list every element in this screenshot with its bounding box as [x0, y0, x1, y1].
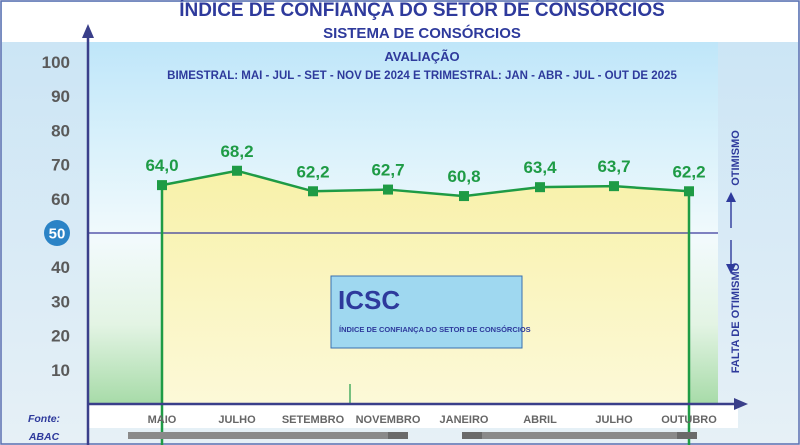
data-point-7	[609, 181, 619, 192]
data-point-6	[535, 182, 545, 193]
year-bar-2024	[128, 432, 405, 439]
legend-full-name: ÍNDICE DE CONFIANÇA DO SETOR DE CONSÓRCI…	[339, 325, 531, 334]
data-point-1	[157, 180, 167, 191]
y-tick-label-30: 30	[51, 292, 70, 311]
x-tick-label-4: NOVEMBRO	[356, 414, 421, 426]
year-bar-2025-start	[462, 432, 482, 439]
y-tick-label-20: 20	[51, 327, 70, 346]
data-point-4	[383, 184, 393, 195]
year-bar-2025	[462, 432, 697, 439]
data-label-5: 60,8	[447, 167, 480, 186]
y-tick-label-10: 10	[51, 361, 70, 380]
data-labels: 64,0 68,2 62,2 62,7 60,8 63,4 63,7 62,2	[145, 142, 705, 186]
y-tick-label-100: 100	[42, 53, 70, 72]
x-tick-label-6: ABRIL	[523, 414, 557, 426]
y-tick-label-40: 40	[51, 258, 70, 277]
x-tick-label-3: SETEMBRO	[282, 414, 345, 426]
data-label-6: 63,4	[523, 158, 557, 177]
y-tick-highlight-circle	[44, 220, 70, 246]
x-tick-label-2: JULHO	[218, 414, 256, 426]
x-tick-label-1: MAIO	[148, 414, 177, 426]
data-label-8: 62,2	[672, 162, 705, 181]
y-tick-label-90: 90	[51, 87, 70, 106]
x-tick-label-5: JANEIRO	[440, 414, 489, 426]
evaluation-label: AVALIAÇÃO	[384, 49, 459, 64]
source-label: Fonte:	[28, 413, 60, 425]
y-tick-label-50: 50	[49, 226, 66, 243]
source-name: ABAC	[28, 431, 60, 443]
chart-subtitle: SISTEMA DE CONSÓRCIOS	[323, 24, 521, 42]
lack-of-optimism-label: FALTA DE OTIMISMO	[730, 262, 742, 373]
year-bar-2025-end	[677, 432, 697, 439]
data-point-2	[232, 165, 242, 176]
x-tick-label-7: JULHO	[595, 414, 633, 426]
x-axis-arrow-icon	[734, 398, 748, 410]
data-point-5	[459, 191, 469, 202]
optimism-arrow-up-icon	[726, 192, 736, 202]
x-tick-label-8: OUTUBRO	[661, 414, 717, 426]
data-label-7: 63,7	[597, 157, 630, 176]
optimism-label: OTIMISMO	[730, 130, 742, 186]
data-point-8	[684, 186, 694, 197]
title-band	[2, 2, 798, 42]
legend-box	[330, 275, 523, 349]
x-axis-labels: MAIO JULHO SETEMBRO NOVEMBRO JANEIRO ABRIL JUL…	[148, 414, 718, 426]
year-bars	[128, 432, 697, 439]
y-tick-label-80: 80	[51, 121, 70, 140]
data-label-4: 62,7	[371, 161, 404, 180]
data-label-3: 62,2	[296, 162, 329, 181]
data-point-3	[308, 186, 318, 197]
y-tick-label-60: 60	[51, 190, 70, 209]
y-axis-arrow-icon	[82, 24, 94, 38]
data-label-2: 68,2	[220, 142, 253, 161]
y-axis-ticks: 10 20 30 40 50 60 70 80 90 100	[42, 53, 70, 380]
series-line	[161, 169, 690, 198]
y-tick-label-70: 70	[51, 156, 70, 175]
legend-acronym: ICSC	[338, 285, 400, 315]
year-bar-2024-end	[388, 432, 408, 439]
data-label-1: 64,0	[145, 156, 178, 175]
series-markers	[157, 165, 694, 202]
chart-title: ÍNDICE DE CONFIANÇA DO SETOR DE CONSÓRCI…	[179, 0, 665, 21]
lack-arrow-down-icon	[726, 264, 736, 274]
x-axis-band	[88, 404, 738, 428]
period-label: BIMESTRAL: MAI - JUL - SET - NOV DE 2024…	[167, 70, 677, 82]
